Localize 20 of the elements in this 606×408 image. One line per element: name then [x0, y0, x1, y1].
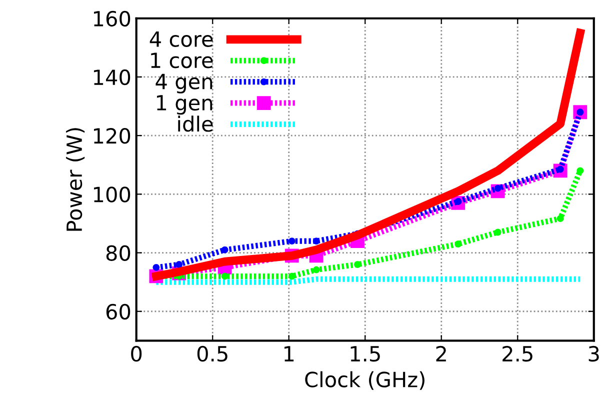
y-tick-label: 100: [94, 186, 130, 202]
y-tick-label: 160: [94, 10, 130, 27]
x-tick-label: 0.5: [197, 346, 228, 362]
legend-label: idle: [178, 116, 213, 132]
y-tick-label: 80: [106, 245, 130, 261]
x-tick-label: 2.5: [502, 346, 532, 362]
x-tick-label: 0: [131, 346, 142, 362]
y-tick-label: 140: [94, 69, 130, 86]
x-tick-label: 1.5: [350, 346, 380, 362]
y-tick-label: 60: [106, 304, 130, 320]
legend-label: 4 gen: [156, 74, 212, 94]
x-axis-title: Clock (GHz): [305, 371, 424, 390]
legend-label: 1 core: [151, 52, 213, 68]
y-tick-label: 120: [94, 128, 130, 144]
x-tick-label: 3: [588, 346, 599, 362]
x-tick-label: 1: [284, 346, 294, 362]
legend-label: 4 core: [150, 32, 213, 47]
y-axis-title: Power (W): [66, 128, 85, 231]
legend-label: 1 gen: [157, 95, 212, 115]
x-tick-label: 2: [436, 346, 446, 362]
